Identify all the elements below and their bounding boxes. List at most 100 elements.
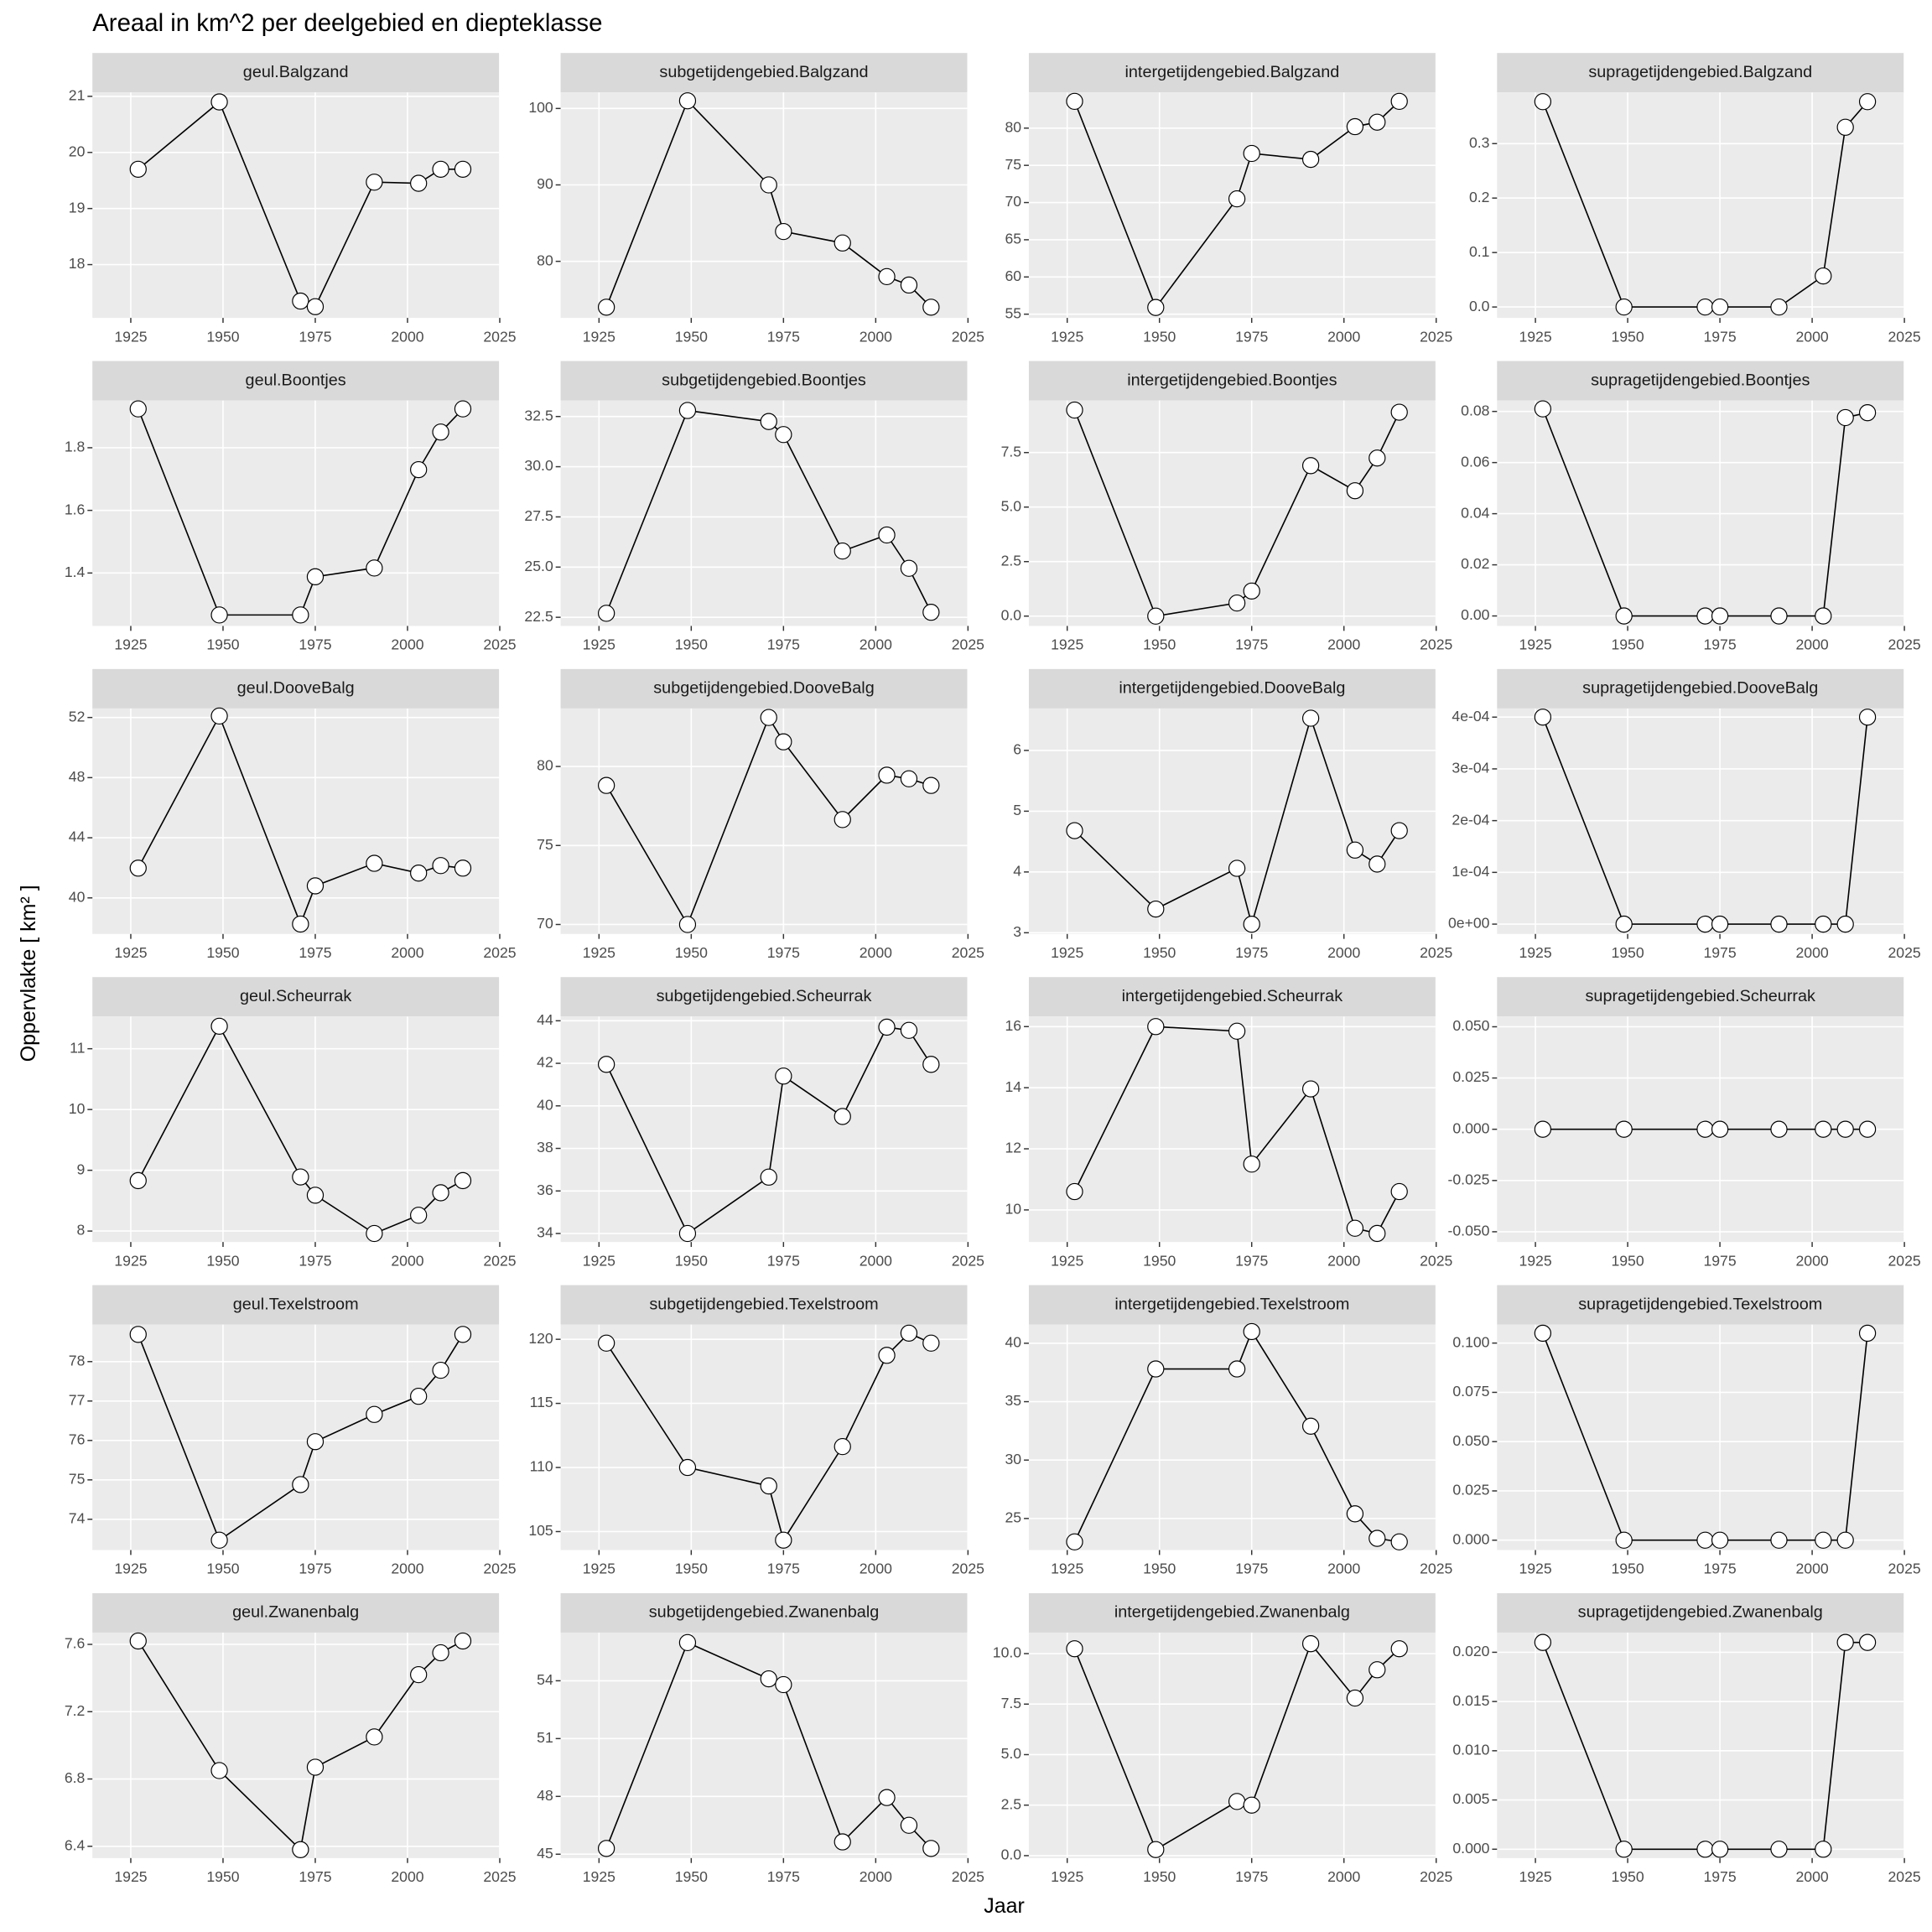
facet-panel: subgetijdengebied.Boontjes 22.5 25.0 27.5 30… <box>524 361 984 653</box>
data-point <box>775 1067 792 1085</box>
data-point <box>432 1361 449 1379</box>
data-point <box>1836 915 1854 933</box>
y-tick-label: 25.0 <box>524 558 553 574</box>
data-point <box>1390 403 1408 421</box>
y-tick-label: 0.005 <box>1452 1790 1489 1807</box>
panel-background <box>560 400 968 626</box>
data-point <box>1534 709 1552 726</box>
y-tick-label: 0.100 <box>1452 1333 1489 1350</box>
y-tick-label: 1.6 <box>65 501 86 517</box>
x-tick-label: 2000 <box>860 328 892 345</box>
data-point <box>1147 1360 1165 1378</box>
data-point <box>1711 607 1729 625</box>
x-tick-label: 1975 <box>299 944 331 961</box>
facet-panel: supragetijdengebied.Boontjes 0.00 0.02 0.04… <box>1461 361 1921 653</box>
x-tick-label: 2000 <box>860 636 892 653</box>
x-tick-label: 1925 <box>1519 636 1551 653</box>
y-tick-label: 120 <box>528 1330 553 1347</box>
data-point <box>1836 118 1854 136</box>
y-tick-label: 7.2 <box>65 1702 86 1719</box>
y-tick-label: 44 <box>69 828 86 845</box>
data-point <box>366 854 383 872</box>
facet-panel: subgetijdengebied.DooveBalg 70 75 80 1925 195… <box>537 668 984 961</box>
panel-background <box>1497 1324 1904 1550</box>
data-point <box>1696 915 1714 933</box>
y-tick-label: 35 <box>1005 1392 1022 1409</box>
x-tick-label: 2000 <box>1795 636 1828 653</box>
y-tick-label: 36 <box>537 1182 553 1198</box>
x-tick-label: 1925 <box>1051 944 1083 961</box>
data-point <box>678 1224 697 1243</box>
data-point <box>1243 1796 1260 1814</box>
data-point <box>878 766 896 784</box>
facet-panel: intergetijdengebied.Balgzand 55 60 65 70 75 80… <box>1005 53 1453 345</box>
x-tick-label: 1975 <box>1235 328 1268 345</box>
y-tick-label: 0.0 <box>1469 298 1490 314</box>
data-point <box>1858 404 1877 422</box>
data-point <box>1858 1120 1877 1138</box>
data-point <box>1711 915 1729 933</box>
data-point <box>900 1324 918 1342</box>
data-point <box>410 1207 428 1224</box>
data-point <box>922 1056 940 1073</box>
strip-background <box>1497 977 1904 1017</box>
x-tick-label: 1950 <box>675 1252 708 1269</box>
data-point <box>1815 1841 1832 1858</box>
data-point <box>1228 860 1246 877</box>
data-point <box>210 1531 228 1549</box>
x-tick-label: 1950 <box>206 944 239 961</box>
x-tick-label: 1950 <box>1611 636 1644 653</box>
strip-background <box>560 361 968 401</box>
x-tick-label: 1975 <box>1703 1868 1736 1885</box>
y-tick-label: 48 <box>537 1787 553 1804</box>
x-tick-label: 2025 <box>483 636 516 653</box>
data-point <box>366 559 383 577</box>
data-point <box>129 400 147 418</box>
data-point <box>922 604 940 621</box>
y-tick-label: 3e-04 <box>1452 760 1489 776</box>
y-tick-label: 7.5 <box>1001 1695 1022 1711</box>
y-tick-label: 0.2 <box>1469 189 1490 205</box>
y-tick-label: 10.0 <box>993 1644 1022 1661</box>
data-point <box>834 234 851 252</box>
data-point <box>1228 1022 1246 1040</box>
data-point <box>775 426 792 444</box>
facet-panel: supragetijdengebied.Scheurrak -0.050 -0.02… <box>1448 977 1921 1269</box>
strip-label: geul.DooveBalg <box>237 679 355 698</box>
strip-label: supragetijdengebied.DooveBalg <box>1582 679 1818 698</box>
data-point <box>597 299 615 316</box>
x-tick-label: 1925 <box>1519 1561 1551 1577</box>
y-tick-label: 32.5 <box>524 407 553 423</box>
data-point <box>1711 298 1729 316</box>
data-point <box>1346 1505 1364 1523</box>
x-tick-label: 2000 <box>1795 1868 1828 1885</box>
x-tick-label: 1950 <box>1143 328 1176 345</box>
y-tick-label: 4e-04 <box>1452 708 1489 724</box>
x-tick-label: 1925 <box>583 1252 615 1269</box>
strip-label: intergetijdengebied.Scheurrak <box>1122 987 1343 1005</box>
data-point <box>1696 1531 1714 1549</box>
data-point <box>597 1840 615 1857</box>
data-point <box>1390 1533 1408 1550</box>
x-tick-label: 1950 <box>206 328 239 345</box>
data-point <box>1368 855 1386 873</box>
x-tick-label: 2025 <box>1888 1868 1920 1885</box>
data-point <box>1368 113 1386 131</box>
y-tick-label: 27.5 <box>524 507 553 524</box>
x-tick-label: 1975 <box>1703 944 1736 961</box>
y-tick-label: 6.4 <box>65 1836 86 1853</box>
strip-label: subgetijdengebied.Boontjes <box>662 371 866 389</box>
strip-background <box>92 361 500 401</box>
x-tick-label: 1925 <box>114 944 147 961</box>
y-tick-label: 54 <box>537 1671 553 1688</box>
x-tick-label: 1950 <box>206 1868 239 1885</box>
x-tick-label: 1925 <box>1051 1868 1083 1885</box>
x-tick-label: 1925 <box>583 636 615 653</box>
data-point <box>1228 1793 1246 1810</box>
x-tick-label: 2025 <box>483 328 516 345</box>
x-tick-label: 2000 <box>1327 944 1360 961</box>
data-point <box>129 1171 147 1190</box>
y-tick-label: 48 <box>69 768 86 785</box>
data-point <box>1534 1633 1552 1651</box>
data-point <box>1696 1120 1714 1138</box>
